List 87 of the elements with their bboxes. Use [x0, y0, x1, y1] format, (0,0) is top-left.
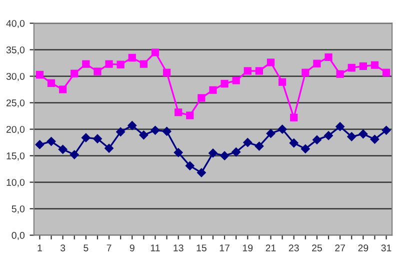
point — [185, 161, 194, 170]
x-tick-label: 17 — [220, 244, 230, 252]
point — [300, 144, 310, 154]
point — [278, 124, 287, 134]
point — [382, 126, 391, 135]
point — [162, 126, 172, 136]
point — [150, 126, 160, 135]
point — [82, 133, 90, 142]
point — [58, 144, 68, 154]
point — [302, 68, 310, 76]
point — [347, 132, 356, 142]
x-tick-label: 29 — [358, 244, 368, 252]
y-tick-label: 15,0 — [6, 152, 25, 160]
x-tick-label: 15 — [196, 244, 206, 252]
point — [312, 135, 322, 144]
point — [209, 86, 217, 94]
point — [324, 53, 332, 61]
point — [198, 94, 206, 102]
point — [116, 60, 124, 68]
point — [104, 144, 114, 153]
y-tick-label: 30,0 — [6, 72, 25, 81]
x-tick-label: 19 — [242, 244, 253, 252]
x-tick-label: 21 — [266, 244, 276, 252]
point — [243, 138, 252, 147]
point — [359, 62, 367, 70]
x-tick-label: 31 — [381, 244, 392, 252]
point — [336, 122, 344, 131]
y-tick-label: 35,0 — [6, 46, 25, 54]
point — [70, 150, 79, 160]
y-tick-label: 25,0 — [6, 99, 25, 108]
x-tick-label: 5 — [84, 244, 88, 252]
point — [47, 79, 56, 87]
point — [208, 148, 218, 158]
point — [289, 138, 298, 148]
point — [278, 78, 286, 86]
point — [93, 134, 102, 144]
x-tick-label: 23 — [288, 244, 299, 252]
point — [220, 151, 229, 160]
point — [70, 70, 78, 78]
point — [370, 134, 380, 144]
point — [162, 68, 171, 76]
point — [46, 136, 56, 146]
x-tick-label: 1 — [38, 244, 42, 252]
point — [244, 67, 252, 75]
y-tick-label: 10,0 — [6, 178, 25, 187]
x-tick-label: 11 — [150, 244, 160, 252]
point — [255, 67, 264, 75]
point — [232, 76, 240, 84]
x-tick-label: 13 — [174, 244, 184, 252]
point — [324, 131, 333, 140]
point — [254, 142, 264, 151]
point — [358, 130, 368, 138]
point — [128, 54, 136, 62]
point — [336, 70, 344, 78]
x-tick-label: 25 — [312, 244, 322, 252]
point — [174, 148, 183, 157]
point — [128, 121, 137, 130]
y-tick-label: 0,0 — [12, 232, 25, 240]
x-tick-label: 7 — [106, 244, 112, 252]
x-tick-label: 9 — [130, 244, 134, 252]
point — [348, 64, 356, 72]
point — [382, 68, 390, 76]
point — [290, 114, 298, 122]
y-tick-label: 20,0 — [6, 126, 25, 134]
point — [139, 130, 148, 140]
point — [174, 108, 182, 116]
y-tick-label: 5,0 — [12, 205, 25, 214]
point — [140, 60, 148, 68]
point — [105, 60, 113, 68]
point — [116, 127, 126, 136]
point — [232, 148, 241, 156]
point — [94, 68, 102, 76]
y-tick-label: 40,0 — [6, 20, 25, 28]
point — [59, 86, 67, 94]
point — [36, 70, 44, 78]
point — [266, 58, 275, 66]
point — [82, 60, 90, 68]
point — [186, 112, 194, 120]
point — [313, 60, 321, 68]
x-tick-label: 3 — [60, 244, 66, 252]
x-tick-label: 27 — [335, 244, 345, 252]
point — [266, 129, 276, 138]
point — [35, 140, 44, 150]
point — [151, 48, 160, 56]
point — [370, 61, 379, 69]
point — [220, 80, 228, 88]
point — [197, 168, 206, 178]
